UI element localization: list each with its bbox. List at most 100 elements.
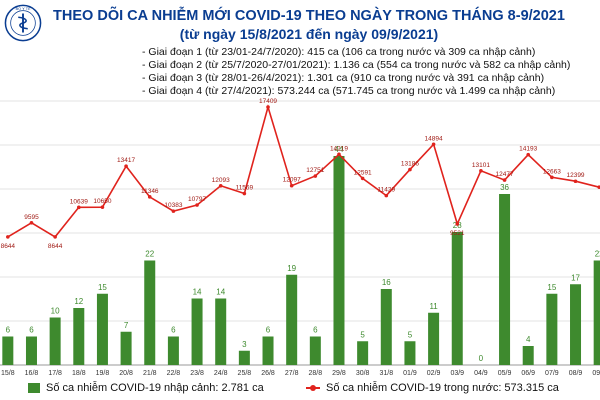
x-tick-02/9: 02/9 <box>427 370 441 377</box>
x-tick-23/8: 23/8 <box>190 370 204 377</box>
x-tick-18/8: 18/8 <box>72 370 86 377</box>
bar-28/8 <box>309 336 321 365</box>
bar-06/9 <box>522 346 534 365</box>
x-tick-25/8: 25/8 <box>238 370 252 377</box>
bar-05/9 <box>499 194 511 365</box>
x-tick-29/8: 29/8 <box>332 370 346 377</box>
bar-label-07/9: 15 <box>547 283 556 292</box>
phase-1: - Giai đoạn 1 (từ 23/01-24/7/2020): 415 … <box>142 46 536 58</box>
line-point-06/9 <box>526 152 531 157</box>
line-label-28/8: 12751 <box>306 167 324 174</box>
x-tick-01/9: 01/9 <box>403 370 417 377</box>
line-point-27/8 <box>289 183 294 188</box>
line-point-15/8 <box>6 235 10 239</box>
bar-15/8 <box>2 336 14 365</box>
x-tick-19/8: 19/8 <box>96 370 110 377</box>
x-tick-07/9: 07/9 <box>545 370 559 377</box>
svg-text:BỘ Y TẾ: BỘ Y TẾ <box>15 5 31 11</box>
line-point-19/8 <box>100 205 105 209</box>
line-point-05/9 <box>502 178 507 182</box>
chart-subtitle: (từ ngày 15/8/2021 đến ngày 09/9/2021) <box>179 26 439 42</box>
bar-label-02/9: 11 <box>429 302 438 311</box>
bar-label-28/8: 6 <box>313 326 318 335</box>
line-label-21/8: 11346 <box>141 188 159 195</box>
bar-16/8 <box>25 336 37 365</box>
line-point-25/8 <box>242 191 247 196</box>
line-label-26/8: 17409 <box>259 98 277 105</box>
line-label-15/8: 8644 <box>1 243 16 250</box>
line-label-27/8: 12097 <box>283 177 301 184</box>
line-point-28/8 <box>313 174 318 178</box>
bar-22/8 <box>167 336 179 365</box>
x-tick-21/8: 21/8 <box>143 370 157 377</box>
line-point-08/9 <box>573 179 578 184</box>
line-label-01/9: 13186 <box>401 161 419 168</box>
line-label-25/8: 11569 <box>236 185 254 192</box>
phase-4: - Giai đoạn 4 (từ 27/4/2021): 573.244 ca… <box>142 85 556 97</box>
line-label-06/9: 14193 <box>519 146 537 153</box>
bar-08/9 <box>570 284 582 365</box>
bar-label-09/9: 22 <box>595 250 600 259</box>
line-point-04/9 <box>479 169 483 173</box>
x-tick-24/8: 24/8 <box>214 370 228 377</box>
bar-20/8 <box>120 331 132 365</box>
line-label-31/8: 11429 <box>377 187 395 194</box>
bar-18/8 <box>73 308 85 365</box>
bar-07/9 <box>546 293 558 365</box>
legend-bar-swatch <box>28 383 40 393</box>
bar-label-06/9: 4 <box>526 335 531 344</box>
x-tick-20/8: 20/8 <box>119 370 133 377</box>
x-tick-31/8: 31/8 <box>379 370 393 377</box>
line-label-23/8: 10797 <box>188 196 206 203</box>
bar-label-29/8: 44 <box>335 145 344 154</box>
x-tick-15/8: 15/8 <box>1 370 15 377</box>
x-tick-05/9: 05/9 <box>498 370 512 377</box>
bar-21/8 <box>144 260 156 365</box>
phase-2: - Giai đoạn 2 (từ 25/7/2020-27/01/2021):… <box>142 59 571 71</box>
line-point-22/8 <box>171 209 176 213</box>
x-tick-28/8: 28/8 <box>309 370 323 377</box>
bar-label-17/8: 10 <box>51 307 60 316</box>
bar-31/8 <box>380 289 392 365</box>
bar-09/9 <box>593 260 600 365</box>
line-point-31/8 <box>384 193 389 198</box>
bar-label-15/8: 6 <box>6 326 11 335</box>
line-point-17/8 <box>53 235 57 239</box>
line-series <box>6 104 600 239</box>
bar-17/8 <box>49 317 61 365</box>
x-tick-30/8: 30/8 <box>356 370 370 377</box>
line-point-18/8 <box>76 205 81 210</box>
line-path <box>7 104 600 238</box>
bar-label-31/8: 16 <box>382 278 391 287</box>
line-label-02/9: 14894 <box>425 135 443 142</box>
line-label-29/8: 14219 <box>330 145 348 152</box>
bar-label-08/9: 17 <box>571 273 580 282</box>
bar-26/8 <box>262 336 274 365</box>
line-point-16/8 <box>29 221 34 225</box>
line-label-20/8: 13417 <box>117 157 135 164</box>
phase-summary: - Giai đoạn 1 (từ 23/01-24/7/2020): 415 … <box>142 46 570 98</box>
bar-label-05/9: 36 <box>500 183 509 192</box>
line-point-30/8 <box>360 176 365 181</box>
x-tick-labels: 15/8 16/8 17/8 18/8 19/8 20/8 21/8 22/8 23/8 24/8… <box>1 370 600 377</box>
line-label-04/9: 13101 <box>472 162 490 169</box>
bar-25/8 <box>238 350 250 365</box>
line-label-17/8: 8644 <box>48 243 63 250</box>
bar-27/8 <box>286 274 298 365</box>
x-tick-03/9: 03/9 <box>450 370 464 377</box>
line-label-30/8: 12591 <box>354 169 372 176</box>
bar-label-04/9: 0 <box>479 354 484 363</box>
bar-23/8 <box>191 298 203 365</box>
bars <box>2 156 600 365</box>
legend: Số ca nhiễm COVID-19 nhập cảnh: 2.781 ca… <box>0 378 600 400</box>
bar-label-22/8: 6 <box>171 326 176 335</box>
line-point-07/9 <box>550 175 554 180</box>
x-tick-17/8: 17/8 <box>48 370 62 377</box>
line-point-01/9 <box>408 167 412 172</box>
line-value-labels: 8644 9595 8644 10639 10650 13417 11346 10383 107… <box>1 98 585 250</box>
chart-title: THEO DÕI CA NHIỄM MỚI COVID-19 THEO NGÀY… <box>53 8 565 24</box>
bar-label-27/8: 19 <box>287 264 296 273</box>
bar-30/8 <box>357 341 369 365</box>
legend-line-label: Số ca nhiễm COVID-19 trong nước: 573.315… <box>326 382 559 394</box>
line-label-16/8: 9595 <box>24 214 39 221</box>
